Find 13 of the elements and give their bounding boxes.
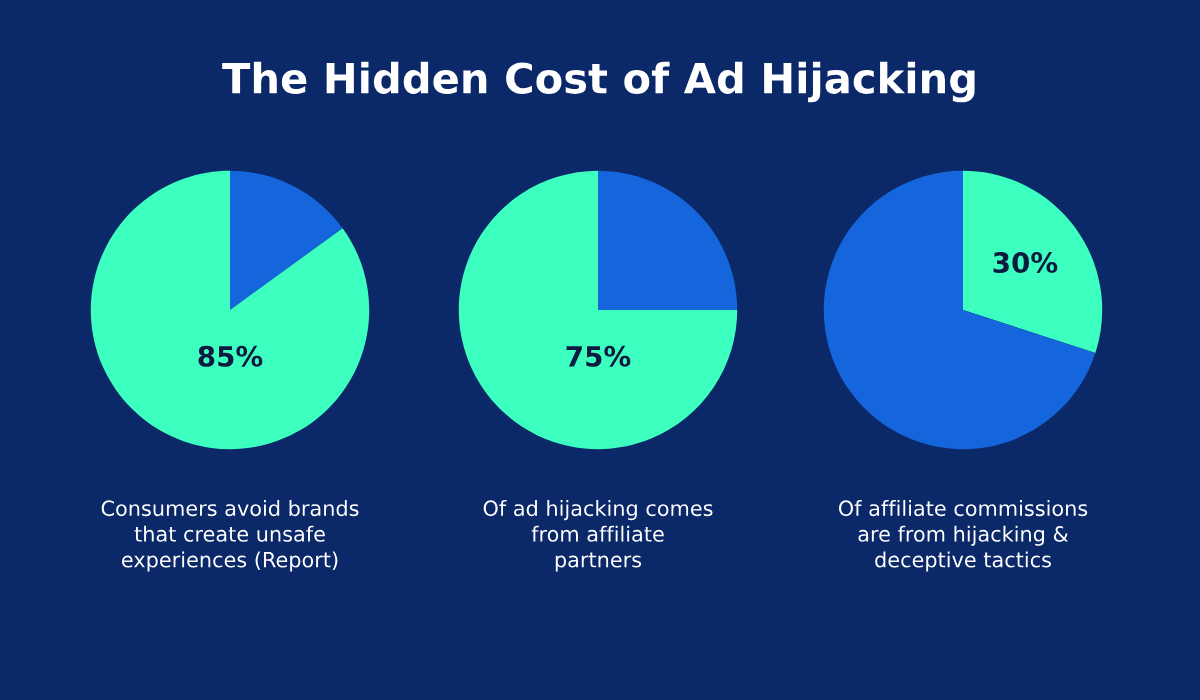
data-label: 75% [566, 345, 631, 367]
pie-slice [598, 170, 738, 310]
data-label: 30% [993, 252, 1058, 274]
pie-slice [963, 170, 1103, 354]
data-label: 85% [198, 345, 263, 367]
pie-slice [458, 170, 738, 450]
pie-slice [230, 170, 343, 310]
text: The Hidden Cost of Ad Hijacking [222, 61, 975, 103]
text: Consumers avoid brands that create unsafe experiences (Report) [101, 500, 359, 572]
text: Of affiliate commissions are from hijacking & deceptive tactics [838, 500, 1088, 572]
pie-slice [823, 170, 1096, 450]
pie-slice [90, 170, 370, 450]
text: Of ad hijacking comes from affiliate partners [483, 500, 713, 572]
